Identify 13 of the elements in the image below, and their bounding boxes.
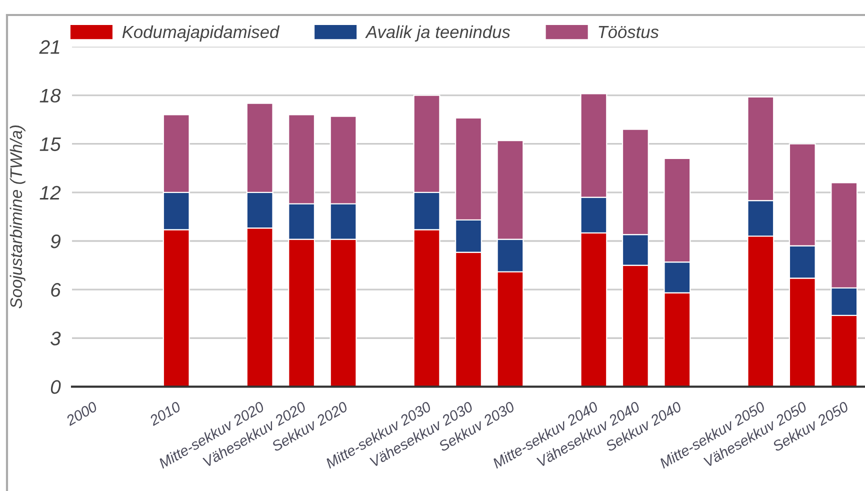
y-tick-label: 15 xyxy=(40,138,61,152)
y-tick-label: 6 xyxy=(51,283,61,297)
x-tick-label: 2000 xyxy=(64,400,98,426)
y-tick-label: 9 xyxy=(50,234,60,248)
y-axis-title: Soojustarbimine (TWh/a) xyxy=(10,126,26,308)
y-tick-label: 18 xyxy=(40,88,61,103)
legend-label: Avalik ja teenindus xyxy=(365,25,510,42)
y-tick-label: 0 xyxy=(50,380,61,394)
legend-label: Kodumajapidamised xyxy=(122,25,280,42)
y-tick-label: 3 xyxy=(50,332,61,346)
legend-label: Tööstus xyxy=(598,26,659,38)
y-tick-label: 12 xyxy=(40,186,61,200)
y-tick-label: 21 xyxy=(39,40,60,54)
